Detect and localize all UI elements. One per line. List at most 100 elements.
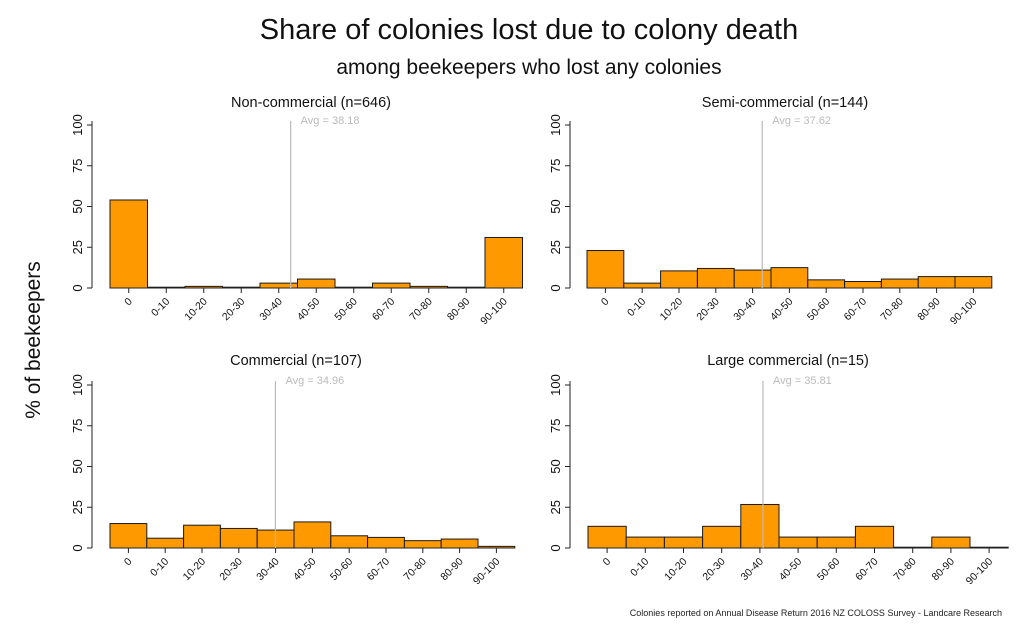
x-tick-label: 90-100 [471,556,503,588]
x-tick-label: 30-40 [739,556,767,584]
x-tick-label: 80-90 [438,556,466,584]
y-tick-label: 75 [548,159,563,173]
bar [484,236,523,289]
bar [931,536,971,549]
x-tick-label: 20-30 [217,556,245,584]
x-tick-label: 20-30 [220,296,248,324]
chart-title: Share of colonies lost due to colony dea… [259,14,799,46]
bar [778,536,818,549]
x-tick-label: 80-90 [915,296,943,324]
x-tick-label: 60-70 [370,296,398,324]
bar [702,525,742,549]
x-tick-label: 0 [601,556,614,569]
x-tick-label: 40-50 [777,556,805,584]
x-tick-label: 90-100 [478,296,510,328]
bar [807,279,846,289]
y-tick-label: 25 [70,500,85,514]
y-tick-label: 75 [70,159,85,173]
y-tick-label: 100 [548,374,563,396]
x-tick-label: 70-80 [878,296,906,324]
panel-title: Non-commercial (n=646) [231,95,391,111]
bar [297,278,336,289]
x-tick-label: 90-100 [948,296,980,328]
y-tick-label: 0 [548,284,563,291]
x-tick-label: 20-30 [700,556,728,584]
average-label: Avg = 34.96 [285,375,344,387]
bar [109,523,148,549]
average-label: Avg = 35.81 [773,375,832,387]
bar [954,276,993,289]
x-tick-label: 0-10 [149,296,172,319]
bar [403,540,442,549]
bar [740,503,780,549]
y-tick-label: 100 [548,114,563,136]
bar [844,280,882,289]
average-label: Avg = 38.18 [301,115,360,127]
x-tick-label: 20-30 [694,296,722,324]
x-tick-label: 40-50 [768,296,796,324]
panel-title: Commercial (n=107) [230,353,362,369]
x-tick-label: 30-40 [731,296,759,324]
bar [330,535,369,549]
bar [440,538,479,549]
x-tick-label: 30-40 [257,296,285,324]
y-tick-label: 25 [70,240,85,254]
x-tick-label: 0 [599,296,612,309]
bar [293,521,332,549]
y-tick-label: 0 [70,544,85,551]
average-label: Avg = 37.62 [772,115,831,127]
bar [623,282,662,289]
bar [696,267,735,289]
bar [259,282,298,289]
x-tick-label: 60-70 [365,556,393,584]
panel-title: Large commercial (n=15) [707,353,869,369]
y-tick-label: 0 [70,284,85,291]
bar [733,269,772,289]
y-tick-label: 50 [548,199,563,213]
bar [587,525,627,549]
bar [372,282,411,289]
y-tick-label: 50 [70,199,85,213]
x-tick-label: 10-20 [658,296,686,324]
bar [219,527,258,549]
x-tick-label: 50-60 [328,556,356,584]
x-tick-label: 0-10 [148,556,171,579]
y-tick-label: 25 [548,500,563,514]
x-tick-label: 80-90 [930,556,958,584]
bar [660,270,698,289]
bar [917,276,956,289]
x-tick-label: 70-80 [891,556,919,584]
y-tick-label: 75 [548,419,563,433]
x-tick-label: 10-20 [662,556,690,584]
chart-subtitle: among beekeepers who lost any colonies [336,56,722,79]
x-tick-label: 40-50 [295,296,323,324]
source-note: Colonies reported on Annual Disease Retu… [629,608,1002,618]
bar [663,536,704,549]
x-tick-label: 70-80 [407,296,435,324]
panel-title: Semi-commercial (n=144) [702,95,868,111]
x-tick-label: 70-80 [401,556,429,584]
y-tick-label: 25 [548,240,563,254]
y-tick-label: 100 [70,114,85,136]
x-tick-label: 90-100 [964,556,996,588]
x-tick-label: 0 [122,296,135,309]
bar [816,536,856,549]
y-tick-label: 50 [70,459,85,473]
x-tick-label: 30-40 [254,556,282,584]
x-tick-label: 50-60 [805,296,833,324]
x-tick-label: 10-20 [181,556,209,584]
bar [586,250,625,289]
x-tick-label: 0-10 [628,556,651,579]
bar [183,524,221,549]
y-tick-label: 0 [548,544,563,551]
y-tick-label: 50 [548,459,563,473]
bar [770,267,809,289]
x-tick-label: 60-70 [853,556,881,584]
x-tick-label: 50-60 [815,556,843,584]
bar [109,199,148,289]
x-tick-label: 40-50 [291,556,319,584]
y-tick-label: 75 [70,419,85,433]
x-tick-label: 50-60 [332,296,360,324]
bar [880,278,919,289]
